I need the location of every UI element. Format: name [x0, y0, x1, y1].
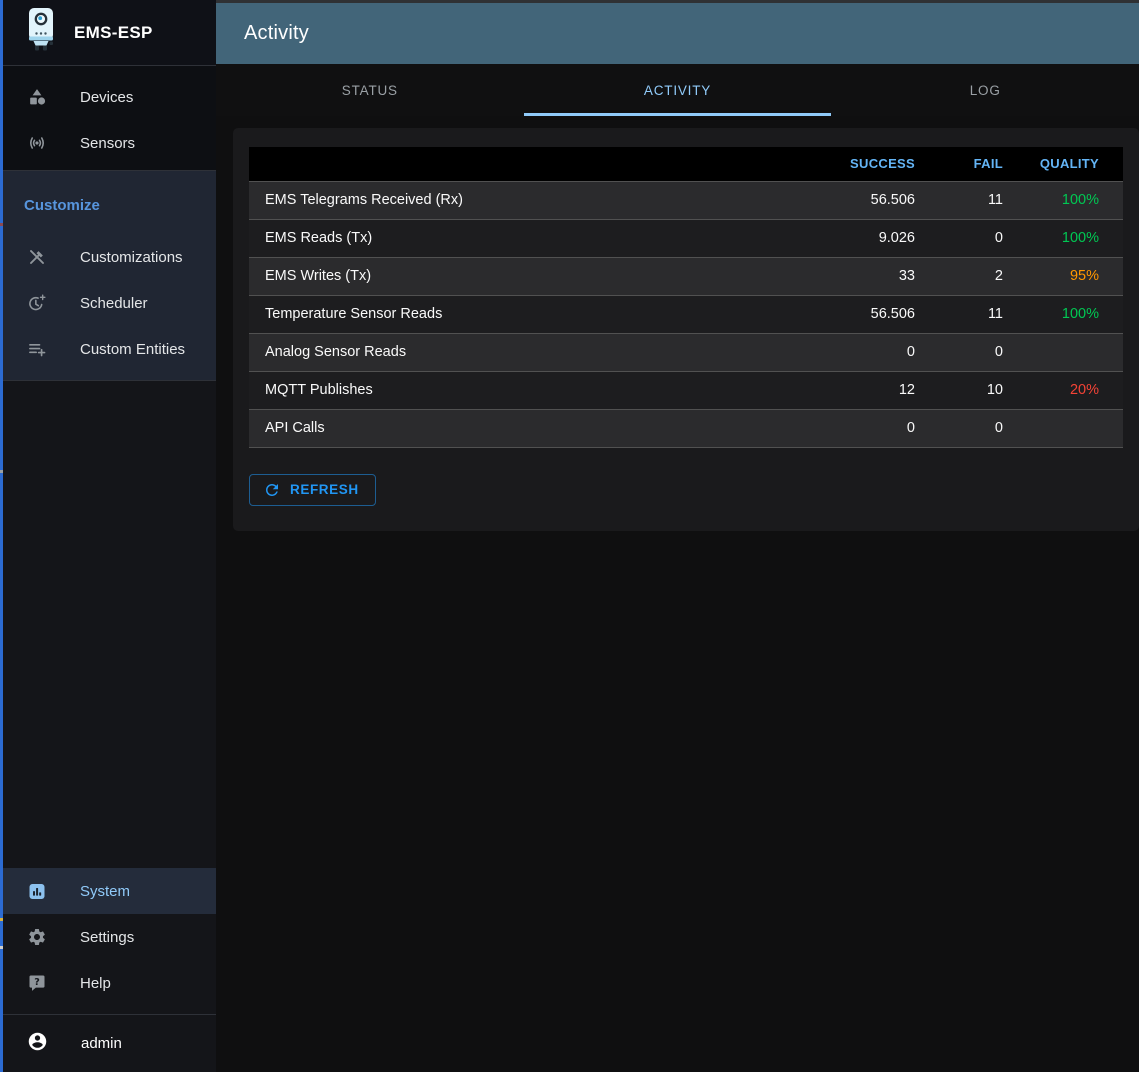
row-name: EMS Telegrams Received (Rx) [249, 181, 813, 220]
sidebar-item-label: Scheduler [80, 294, 148, 312]
refresh-button-label: REFRESH [290, 482, 359, 497]
category-icon [27, 87, 47, 107]
tab-activity-label: ACTIVITY [643, 82, 712, 98]
active-tab-indicator [523, 113, 832, 116]
tab-bar: STATUS ACTIVITY LOG [216, 64, 1139, 116]
help-icon: ? [27, 973, 47, 993]
sidebar-item-customizations[interactable]: Customizations [0, 234, 216, 280]
analytics-icon [27, 881, 47, 901]
row-quality: 100% [1019, 295, 1123, 334]
sidebar-spacer [0, 381, 216, 868]
row-name: EMS Reads (Tx) [249, 219, 813, 258]
account-circle-icon [27, 1031, 48, 1057]
sidebar-user-admin[interactable]: admin [0, 1015, 216, 1072]
edge-mark [0, 946, 3, 949]
row-success: 12 [813, 371, 931, 410]
table-row: EMS Reads (Tx) 9.026 0 100% [249, 219, 1123, 258]
more-time-icon [27, 293, 47, 313]
sidebar-item-devices[interactable]: Devices [0, 74, 216, 120]
row-quality [1019, 333, 1123, 372]
tab-log[interactable]: LOG [969, 82, 1001, 98]
sidebar-item-label: Settings [80, 928, 135, 946]
row-success: 9.026 [813, 219, 931, 258]
user-name: admin [81, 1035, 122, 1052]
construction-icon [27, 247, 47, 267]
column-header-name [249, 147, 813, 182]
sidebar-item-label: Custom Entities [80, 340, 186, 358]
edge-mark [0, 470, 3, 473]
sidebar-item-settings[interactable]: Settings [0, 914, 216, 960]
row-fail: 0 [931, 219, 1019, 258]
appbar: Activity [216, 0, 1139, 64]
row-success: 0 [813, 333, 931, 372]
sidebar-item-help[interactable]: ? Help [0, 960, 216, 1006]
app-logo-bar: EMS-ESP [0, 0, 216, 66]
sidebar-item-label: Sensors [80, 134, 136, 152]
main-area: Activity STATUS ACTIVITY LOG SUCCESS FAI… [216, 0, 1139, 1072]
sidebar-item-label: System [80, 882, 131, 900]
table-row: Analog Sensor Reads 0 0 [249, 333, 1123, 372]
row-quality: 100% [1019, 219, 1123, 258]
left-edge-strip [0, 0, 3, 1072]
column-header-quality: QUALITY [1019, 147, 1123, 182]
sidebar-item-label: Devices [80, 88, 134, 106]
table-row: API Calls 0 0 [249, 409, 1123, 448]
tab-activity[interactable]: ACTIVITY [523, 64, 832, 116]
gear-icon [27, 927, 47, 947]
row-fail: 2 [931, 257, 1019, 296]
row-success: 56.506 [813, 181, 931, 220]
sidebar: EMS-ESP Devices [0, 0, 216, 1072]
row-name: API Calls [249, 409, 813, 448]
sidebar-item-label: Customizations [80, 248, 183, 266]
row-quality: 20% [1019, 371, 1123, 410]
row-success: 0 [813, 409, 931, 448]
sidebar-item-custom-entities[interactable]: Custom Entities [0, 326, 216, 372]
table-row: Temperature Sensor Reads 56.506 11 100% [249, 295, 1123, 334]
customize-section-header: Customize [24, 197, 100, 214]
column-header-success: SUCCESS [813, 147, 931, 182]
row-name: MQTT Publishes [249, 371, 813, 410]
sensors-icon [27, 133, 47, 153]
sidebar-item-scheduler[interactable]: Scheduler [0, 280, 216, 326]
sidebar-item-label: Help [80, 974, 111, 992]
table-header-row: SUCCESS FAIL QUALITY [249, 147, 1123, 182]
activity-card: SUCCESS FAIL QUALITY EMS Telegrams Recei… [233, 128, 1139, 531]
row-quality: 95% [1019, 257, 1123, 296]
playlist-add-icon [27, 339, 47, 359]
app-title: EMS-ESP [74, 22, 153, 42]
row-fail: 11 [931, 295, 1019, 334]
sidebar-customize-section: Customize Customizations Scheduler [0, 171, 216, 381]
row-name: Temperature Sensor Reads [249, 295, 813, 334]
edge-mark [0, 223, 3, 226]
row-quality: 100% [1019, 181, 1123, 220]
table-row: EMS Writes (Tx) 33 2 95% [249, 257, 1123, 296]
row-fail: 10 [931, 371, 1019, 410]
table-row: MQTT Publishes 12 10 20% [249, 371, 1123, 410]
row-success: 33 [813, 257, 931, 296]
sidebar-item-system[interactable]: System [0, 868, 216, 914]
boiler-icon [24, 7, 58, 58]
sidebar-item-sensors[interactable]: Sensors [0, 120, 216, 166]
row-name: Analog Sensor Reads [249, 333, 813, 372]
sidebar-nav-top: Devices Sensors [0, 66, 216, 171]
refresh-icon [263, 481, 281, 499]
row-fail: 0 [931, 409, 1019, 448]
refresh-button[interactable]: REFRESH [249, 473, 376, 506]
page-title: Activity [244, 22, 309, 44]
sidebar-divider [0, 1014, 216, 1015]
column-header-fail: FAIL [931, 147, 1019, 182]
activity-table: SUCCESS FAIL QUALITY EMS Telegrams Recei… [249, 147, 1123, 448]
row-name: EMS Writes (Tx) [249, 257, 813, 296]
sidebar-nav-bottom: System Settings ? Help [0, 868, 216, 1006]
row-quality [1019, 409, 1123, 448]
row-fail: 11 [931, 181, 1019, 220]
row-fail: 0 [931, 333, 1019, 372]
row-success: 56.506 [813, 295, 931, 334]
svg-text:?: ? [34, 977, 40, 988]
table-row: EMS Telegrams Received (Rx) 56.506 11 10… [249, 181, 1123, 220]
edge-mark [0, 918, 3, 921]
tab-status[interactable]: STATUS [341, 82, 398, 98]
